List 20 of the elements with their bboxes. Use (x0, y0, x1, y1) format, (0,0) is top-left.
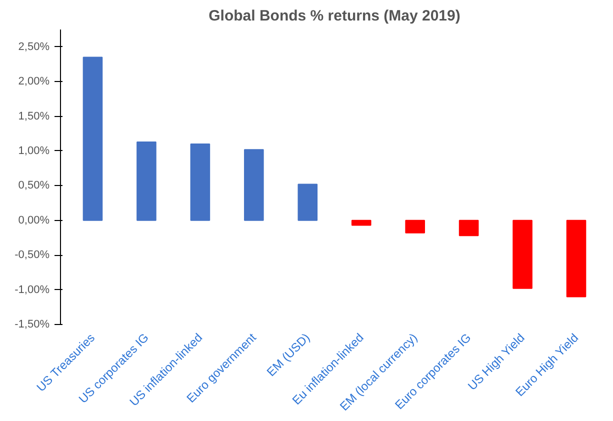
chart-title: Global Bonds % returns (May 2019) (208, 8, 460, 24)
bar (512, 220, 532, 289)
y-tick-label: 1,00% (18, 144, 50, 157)
y-tick-label: 1,50% (18, 110, 50, 122)
bar (298, 184, 318, 221)
y-tick-label: -0,50% (14, 249, 50, 262)
bar (190, 144, 210, 221)
y-tick-label: 2,50% (18, 40, 50, 53)
y-tick-label: -1,00% (14, 284, 50, 296)
bar (458, 220, 479, 236)
y-tick-label: -1,50% (14, 318, 50, 330)
bar (405, 220, 425, 234)
bar (244, 149, 264, 221)
bar (136, 141, 156, 221)
bar (82, 56, 103, 221)
bar (351, 220, 372, 226)
bar (566, 220, 586, 298)
y-tick-label: 0,50% (18, 180, 50, 192)
y-tick-label: 0,00% (18, 214, 50, 226)
y-tick-label: 2,00% (18, 76, 50, 88)
